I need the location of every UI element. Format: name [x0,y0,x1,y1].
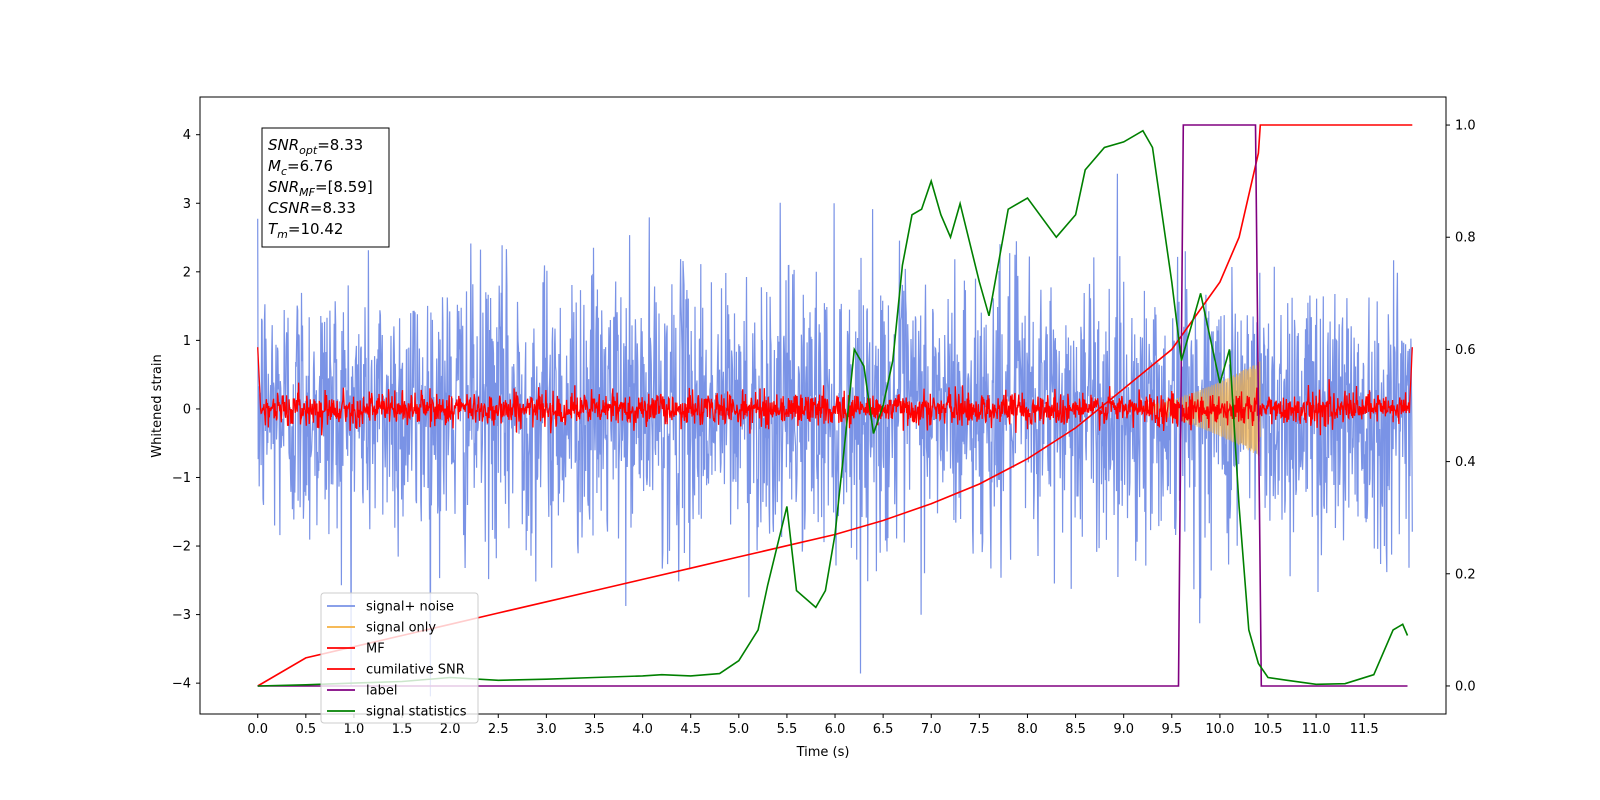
stats-symbol: M [268,157,281,175]
x-tick-label: 6.5 [873,722,894,737]
y-tick-label: 0 [183,402,191,417]
x-tick-label: 5.5 [777,722,798,737]
legend-label: signal+ noise [366,600,454,615]
stats-line: Tm=10.42 [268,220,343,241]
legend-label: label [366,684,397,699]
y-tick-label: 2 [183,265,191,280]
stats-box-frame [261,127,390,248]
stats-line: SNRMF=[8.59] [268,178,373,199]
y2-tick-label: 0.6 [1455,343,1476,358]
x-tick-label: 2.5 [488,722,509,737]
x-axis-label: Time (s) [796,745,850,760]
stats-line: Mc=6.76 [268,157,333,178]
x-tick-label: 5.0 [728,722,749,737]
y-tick-label: −1 [172,471,191,486]
x-tick-label: 3.0 [536,722,557,737]
x-tick-label: 7.0 [921,722,942,737]
y-tick-label: 3 [183,197,191,212]
series-signal-noise-line [257,173,1413,697]
series-label-line [257,124,1408,687]
x-tick-label: 2.0 [440,722,461,737]
y-axis-label: Whitened strain [150,354,165,457]
y2-tick-label: 0.0 [1455,679,1476,694]
x-tick-label: 11.5 [1350,722,1379,737]
legend-label: signal statistics [366,705,467,720]
stats-symbol: SNR [268,136,299,154]
x-tick-label: 9.5 [1161,722,1182,737]
y-tick-label: −3 [172,608,191,623]
x-tick-label: 1.5 [392,722,413,737]
x-tick-label: 10.5 [1254,722,1283,737]
x-tick-label: 11.0 [1302,722,1331,737]
x-tick-label: 8.5 [1065,722,1086,737]
stats-symbol: T [268,220,279,238]
y2-axis-ticks: 1.0 0.8 0.6 0.4 0.2 0.0 [1446,119,1476,694]
stats-subscript: m [277,228,288,241]
legend-label: signal only [366,621,436,636]
stats-value: =10.42 [288,220,344,238]
legend-label: MF [366,642,385,657]
stats-subscript: MF [299,186,315,199]
x-tick-label: 0.5 [295,722,316,737]
x-tick-label: 0.0 [247,722,268,737]
y2-tick-label: 0.4 [1455,455,1476,470]
x-tick-label: 1.0 [344,722,365,737]
x-tick-label: 6.0 [825,722,846,737]
y-axis-ticks: 4 3 2 1 0 −1 −2 −3 −4 [172,128,200,692]
y-tick-label: −2 [172,540,191,555]
x-tick-label: 7.5 [969,722,990,737]
stats-line: SNRopt=8.33 [268,136,363,157]
y-tick-label: 1 [183,334,191,349]
mf-layer [257,347,1413,436]
x-tick-label: 4.0 [632,722,653,737]
y2-tick-label: 0.2 [1455,567,1476,582]
stats-subscript: opt [299,144,318,157]
y2-tick-label: 1.0 [1455,119,1476,134]
stats-value: =8.33 [317,136,363,154]
stats-value: =8.33 [310,199,356,217]
stats-value: =[8.59] [315,178,373,196]
x-tick-label: 3.5 [584,722,605,737]
y2-tick-label: 0.8 [1455,231,1476,246]
series-signal-statistics-line [257,129,1409,687]
legend: signal+ noise signal only MF cumilative SNR… [320,592,479,724]
x-tick-label: 8.0 [1017,722,1038,737]
signal-noise-layer [257,173,1413,697]
stats-symbol: CSNR [268,199,310,217]
stats-symbol: SNR [268,178,299,196]
x-axis-ticks: 0.0 0.5 1.0 1.5 2.0 2.5 3.0 3.5 4.0 4.5 5.0 5.5 6.0 6… [247,714,1379,737]
stats-value: =6.76 [287,157,333,175]
legend-frame [320,592,479,724]
x-tick-label: 4.5 [680,722,701,737]
series-mf-line [257,347,1413,436]
x-tick-label: 9.0 [1113,722,1134,737]
x-tick-label: 10.0 [1205,722,1234,737]
stats-annotation-box: SNRopt=8.33Mc=6.76SNRMF=[8.59]CSNR=8.33T… [261,127,390,248]
stats-subscript: c [281,165,287,178]
y-tick-label: 4 [183,128,191,143]
plot-frame [199,96,1447,715]
stats-line: CSNR=8.33 [268,199,356,217]
legend-label: cumilative SNR [366,663,465,678]
y-tick-label: −4 [172,677,191,692]
